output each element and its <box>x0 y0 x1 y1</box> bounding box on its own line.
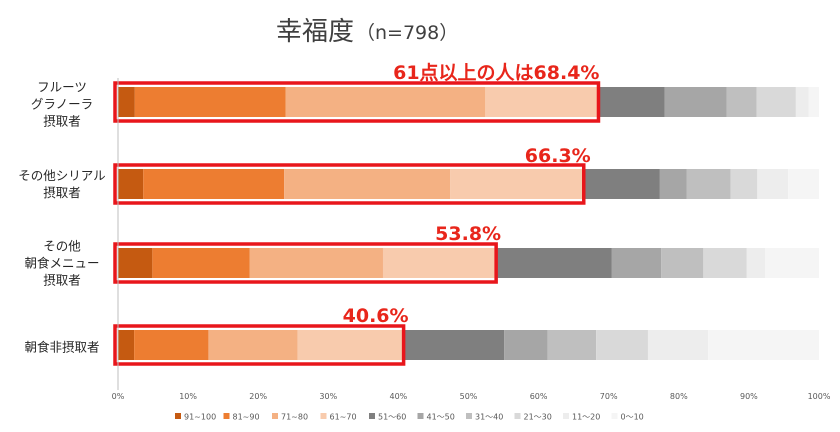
bar-segment <box>450 169 583 199</box>
bar-segment <box>757 169 789 199</box>
bar-segment <box>686 169 731 199</box>
bar-segment <box>485 87 598 117</box>
highlight-box <box>113 242 498 284</box>
bar-segment <box>746 248 766 278</box>
bar-segment <box>788 169 819 199</box>
x-tick-label: 20% <box>249 392 267 401</box>
highlight-label: 66.3% <box>525 145 591 167</box>
legend-swatch <box>320 413 327 419</box>
legend-label: 0～10 <box>621 413 644 422</box>
x-tick-label: 70% <box>600 392 618 401</box>
x-tick-label: 80% <box>670 392 688 401</box>
x-tick-label: 40% <box>390 392 408 401</box>
bar-segment <box>297 330 403 360</box>
bar-segment <box>504 330 548 360</box>
bars-layer <box>118 87 819 360</box>
bar-segment <box>118 87 135 117</box>
bar-segment <box>611 248 662 278</box>
category-label: その他シリアル <box>18 168 105 183</box>
bar-segment <box>495 248 612 278</box>
bar-segment <box>708 330 819 360</box>
bar-segment <box>765 248 819 278</box>
legend-swatch <box>611 413 618 419</box>
bar-segment <box>118 248 153 278</box>
highlight-label: 61点以上の人は68.4% <box>393 62 599 84</box>
bar-segment <box>756 87 796 117</box>
category-label: フルーツ <box>37 80 87 95</box>
legend-label: 31～40 <box>475 413 503 422</box>
bar-segment <box>249 248 383 278</box>
bar-segment <box>547 330 597 360</box>
bar-segment <box>808 87 819 117</box>
bar-segment <box>118 169 144 199</box>
x-tick-label: 0% <box>112 392 125 401</box>
category-label: その他 <box>43 239 81 254</box>
x-axis: 0% 10% 20% 30% 40% 50% 60% 70% 80% 90% 100% <box>112 78 831 401</box>
bar-segment <box>659 169 687 199</box>
category-label: グラノーラ <box>31 97 93 112</box>
legend-label: 71~80 <box>281 413 308 422</box>
bar-segment <box>703 248 747 278</box>
bar-segment <box>647 330 709 360</box>
highlight-box <box>113 324 406 366</box>
bar-segment <box>143 169 285 199</box>
highlight-box <box>113 163 586 205</box>
category-label: 摂取者 <box>43 114 81 129</box>
bar-segment <box>795 87 809 117</box>
bar-segment <box>284 169 451 199</box>
bar-segment <box>664 87 727 117</box>
legend-swatch <box>272 413 278 419</box>
bar-segment <box>382 248 496 278</box>
highlight-box <box>113 81 601 123</box>
x-tick-label: 10% <box>179 392 197 401</box>
category-label: 朝食メニュー <box>24 256 99 271</box>
x-tick-label: 90% <box>740 392 758 401</box>
bar-segment <box>134 330 209 360</box>
legend-swatch <box>417 413 424 419</box>
bar-segment <box>582 169 660 199</box>
highlights-layer: 61点以上の人は68.4% 66.3% 53.8% 40.6% <box>113 62 601 366</box>
bar-segment <box>134 87 286 117</box>
bar-segment <box>730 169 758 199</box>
legend-label: 81~90 <box>233 413 260 422</box>
bar-segment <box>726 87 757 117</box>
legend-swatch <box>563 413 569 419</box>
bar-segment <box>596 330 648 360</box>
x-tick-label: 50% <box>460 392 478 401</box>
legend: 91~100 81~90 71~80 61~70 51～60 41～50 31～40 21～3… <box>175 413 644 422</box>
legend-swatch <box>466 413 472 419</box>
bar-segment <box>285 87 486 117</box>
bar-segment <box>208 330 298 360</box>
legend-label: 91~100 <box>184 413 216 422</box>
legend-swatch <box>175 413 181 419</box>
category-label: 摂取者 <box>43 185 81 200</box>
legend-label: 51～60 <box>378 413 406 422</box>
highlight-label: 53.8% <box>435 223 501 245</box>
chart-subtitle: （n=798） <box>356 22 458 44</box>
bar-segment <box>118 330 135 360</box>
bar-segment <box>402 330 505 360</box>
x-tick-label: 30% <box>319 392 337 401</box>
x-tick-label: 60% <box>530 392 548 401</box>
legend-label: 21～30 <box>524 413 552 422</box>
legend-swatch <box>223 413 230 419</box>
legend-swatch <box>514 413 521 419</box>
bar-segment <box>661 248 704 278</box>
legend-label: 41～50 <box>427 413 455 422</box>
legend-label: 11～20 <box>572 413 600 422</box>
chart-title: 幸福度 <box>276 17 354 47</box>
category-label: 朝食非摂取者 <box>24 340 99 355</box>
category-label: 摂取者 <box>43 273 81 288</box>
x-tick-label: 100% <box>808 392 831 401</box>
legend-swatch <box>369 413 375 419</box>
legend-label: 61~70 <box>330 413 357 422</box>
highlight-label: 40.6% <box>343 305 409 327</box>
bar-segment <box>597 87 665 117</box>
bar-segment <box>152 248 250 278</box>
